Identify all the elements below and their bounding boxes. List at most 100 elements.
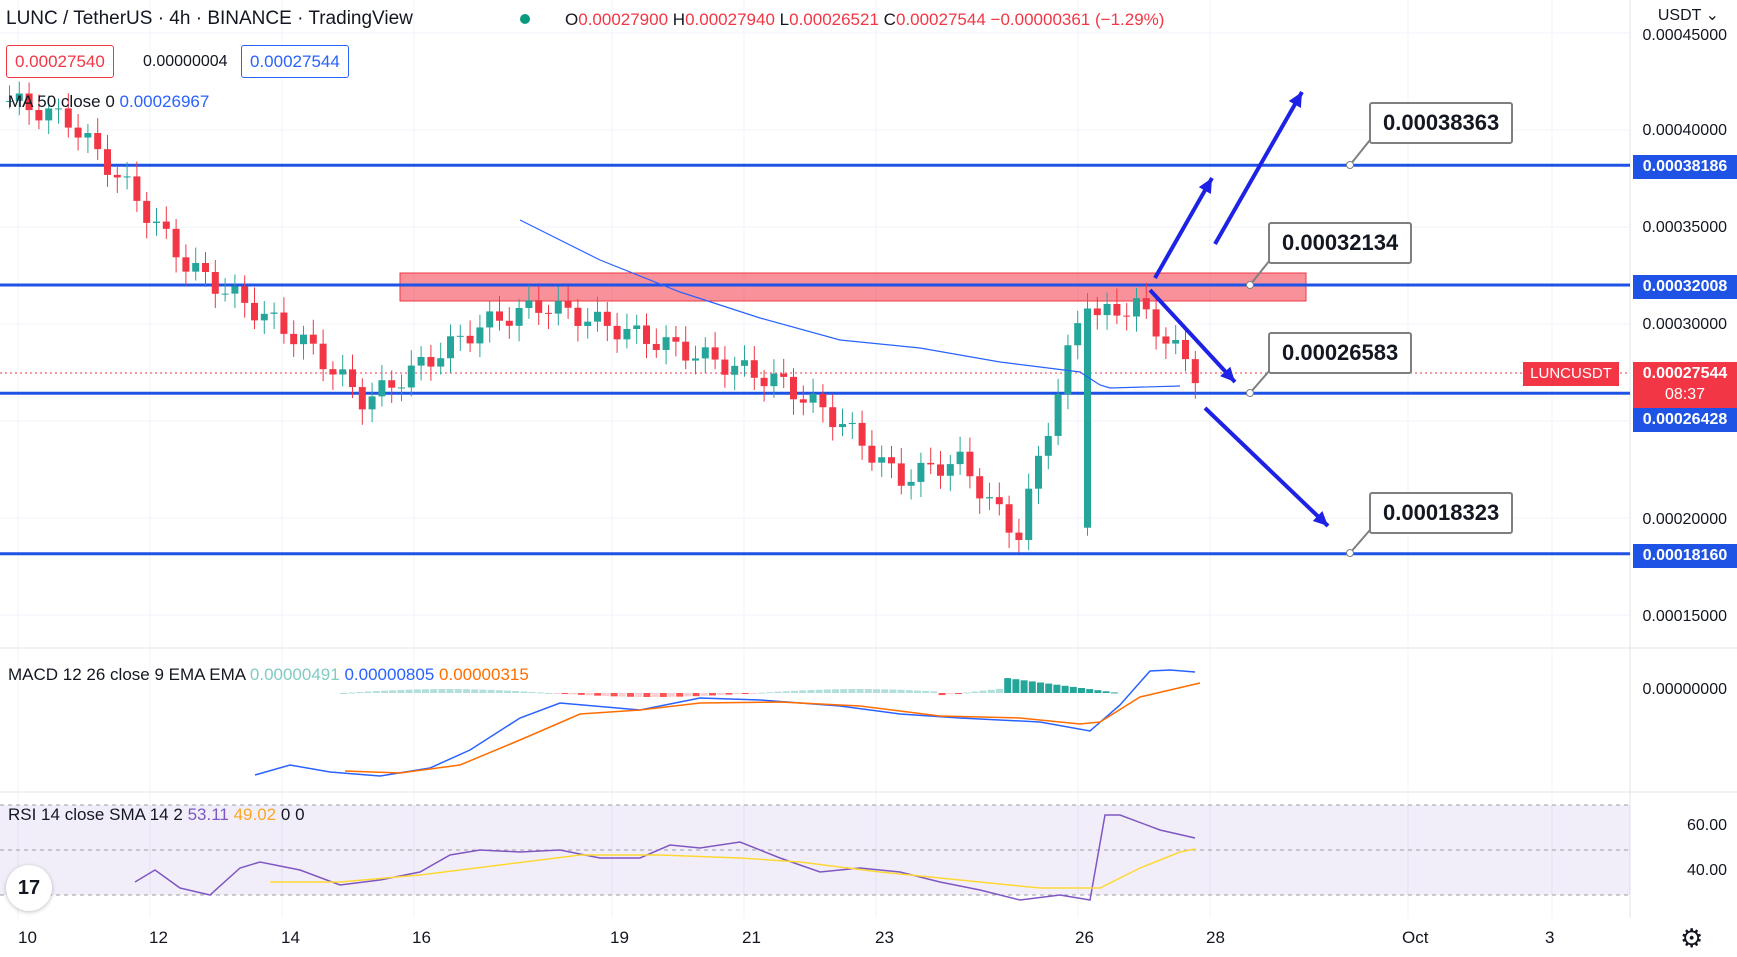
macd-histogram-bar <box>1078 688 1085 693</box>
callout-anchor <box>1246 389 1254 397</box>
date-label: 3 <box>1545 928 1555 947</box>
candle-body <box>1015 532 1023 540</box>
macd-histogram-bar <box>1037 682 1044 693</box>
arrow-head <box>1288 92 1302 108</box>
candle-body <box>525 300 533 308</box>
macd-histogram-bar <box>545 692 552 694</box>
candle-body <box>701 347 709 359</box>
macd-histogram-bar <box>922 690 930 693</box>
candle-body <box>15 93 23 101</box>
date-label: 28 <box>1206 928 1225 947</box>
macd-histogram-bar <box>512 691 520 693</box>
candle-body <box>25 93 33 111</box>
macd-histogram-bar <box>848 689 856 693</box>
macd-histogram-bar <box>774 691 782 693</box>
candle-body <box>133 176 141 201</box>
candle-body <box>1103 303 1111 316</box>
macd-histogram-bar <box>823 689 831 693</box>
rsi-axis-label: 40.00 <box>1686 862 1727 879</box>
candle-body <box>760 377 768 387</box>
macd-histogram-bar <box>864 689 872 693</box>
resistance-zone <box>399 272 1307 302</box>
candle-body <box>829 407 837 428</box>
candle-body <box>790 376 797 400</box>
ask-box[interactable]: 0.00027544 <box>241 45 349 78</box>
callout-target-low[interactable]: 0.00018323 <box>1369 492 1514 534</box>
macd-histogram-bar <box>1045 683 1053 693</box>
candle-body <box>917 462 925 482</box>
macd-histogram-bar <box>1012 679 1020 693</box>
macd-histogram-bar <box>668 693 675 697</box>
callout-anchor <box>1346 161 1354 169</box>
candle-body <box>339 369 347 375</box>
candle-body <box>358 387 366 410</box>
candle-body <box>1172 339 1180 344</box>
tradingview-logo-icon[interactable]: 17 <box>6 865 52 911</box>
ma-line <box>519 219 1181 389</box>
macd-histogram-bar <box>1094 690 1102 693</box>
candle-body <box>1133 298 1140 317</box>
candle-body <box>231 286 239 294</box>
candle-body <box>721 359 729 375</box>
callout-anchor <box>1246 281 1254 289</box>
bid-box[interactable]: 0.00027540 <box>6 45 114 78</box>
candle-body <box>554 300 562 314</box>
candle-body <box>1182 339 1189 360</box>
candle-body <box>868 445 876 463</box>
candle-body <box>731 365 739 375</box>
macd-axis-label: 0.00000000 <box>1642 681 1727 698</box>
rsi-legend[interactable]: RSI 14 close SMA 14 2 53.11 49.02 0 0 <box>8 805 305 824</box>
candle-body <box>1054 394 1062 436</box>
macd-histogram-bar <box>495 690 503 693</box>
macd-histogram-bar <box>602 693 610 697</box>
macd-histogram-bar <box>979 690 987 693</box>
candle-body <box>486 311 494 328</box>
candle-body <box>515 307 523 326</box>
macd-histogram-bar <box>709 693 716 696</box>
candle-body <box>1093 308 1101 316</box>
candle-body <box>770 373 778 387</box>
candle-body <box>741 360 748 366</box>
candle-body <box>290 333 298 345</box>
candle-body <box>466 335 474 344</box>
candle-body <box>682 341 690 361</box>
candle-body <box>496 311 503 321</box>
candle-body <box>1035 455 1042 489</box>
currency-selector[interactable]: USDT ⌄ <box>1657 7 1719 24</box>
candle-body <box>535 300 543 313</box>
candle-body <box>819 393 827 408</box>
callout-resistance[interactable]: 0.00032134 <box>1268 222 1413 264</box>
gear-icon[interactable]: ⚙ <box>1680 923 1704 953</box>
macd-histogram-bar <box>553 693 561 694</box>
macd-histogram-bar <box>356 692 364 694</box>
callout-target-high[interactable]: 0.00038363 <box>1369 102 1514 144</box>
candle-body <box>672 337 680 342</box>
macd-histogram-bar <box>504 690 511 693</box>
callout-support[interactable]: 0.00026583 <box>1268 332 1413 374</box>
date-label: 12 <box>149 928 168 947</box>
candle-body <box>407 365 415 388</box>
candle-body <box>1123 315 1131 317</box>
candle-body <box>1113 303 1121 316</box>
candle-body <box>368 396 376 410</box>
ma-legend[interactable]: MA 50 close 0 0.00026967 <box>8 92 210 111</box>
price-axis-label: 0.00015000 <box>1642 608 1727 625</box>
candle-body <box>329 369 337 375</box>
macd-histogram-bar <box>684 693 692 697</box>
callout-leader <box>1249 259 1271 286</box>
price-axis-label: 0.00035000 <box>1642 219 1727 236</box>
macd-histogram-bar <box>946 693 954 695</box>
date-label: 19 <box>610 928 629 947</box>
candle-body <box>907 481 915 486</box>
macd-histogram-bar <box>782 691 790 693</box>
candle-body <box>309 334 317 344</box>
candle-body <box>780 373 788 377</box>
candle-body <box>711 347 719 360</box>
spread-value: 0.00000004 <box>143 53 228 70</box>
symbol-tag: LUNCUSDT <box>1523 362 1619 386</box>
candle-body <box>221 293 229 295</box>
macd-histogram-bar <box>561 693 569 694</box>
macd-legend[interactable]: MACD 12 26 close 9 EMA EMA 0.00000491 0.… <box>8 665 529 684</box>
macd-histogram-bar <box>635 693 643 697</box>
